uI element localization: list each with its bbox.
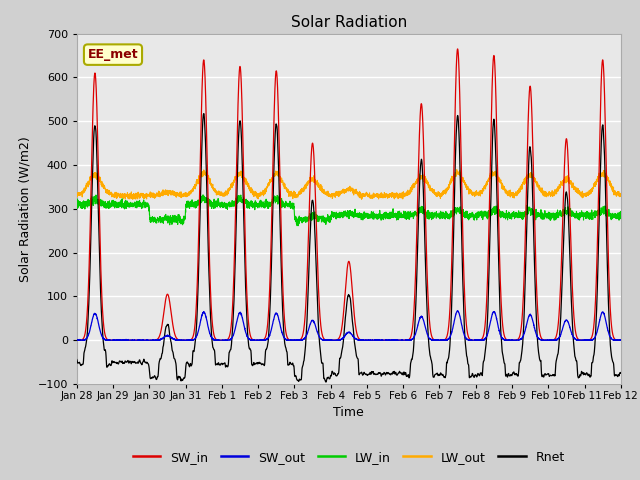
Text: EE_met: EE_met (88, 48, 138, 61)
Title: Solar Radiation: Solar Radiation (291, 15, 407, 30)
Y-axis label: Solar Radiation (W/m2): Solar Radiation (W/m2) (19, 136, 32, 282)
Legend: SW_in, SW_out, LW_in, LW_out, Rnet: SW_in, SW_out, LW_in, LW_out, Rnet (127, 446, 570, 469)
X-axis label: Time: Time (333, 407, 364, 420)
